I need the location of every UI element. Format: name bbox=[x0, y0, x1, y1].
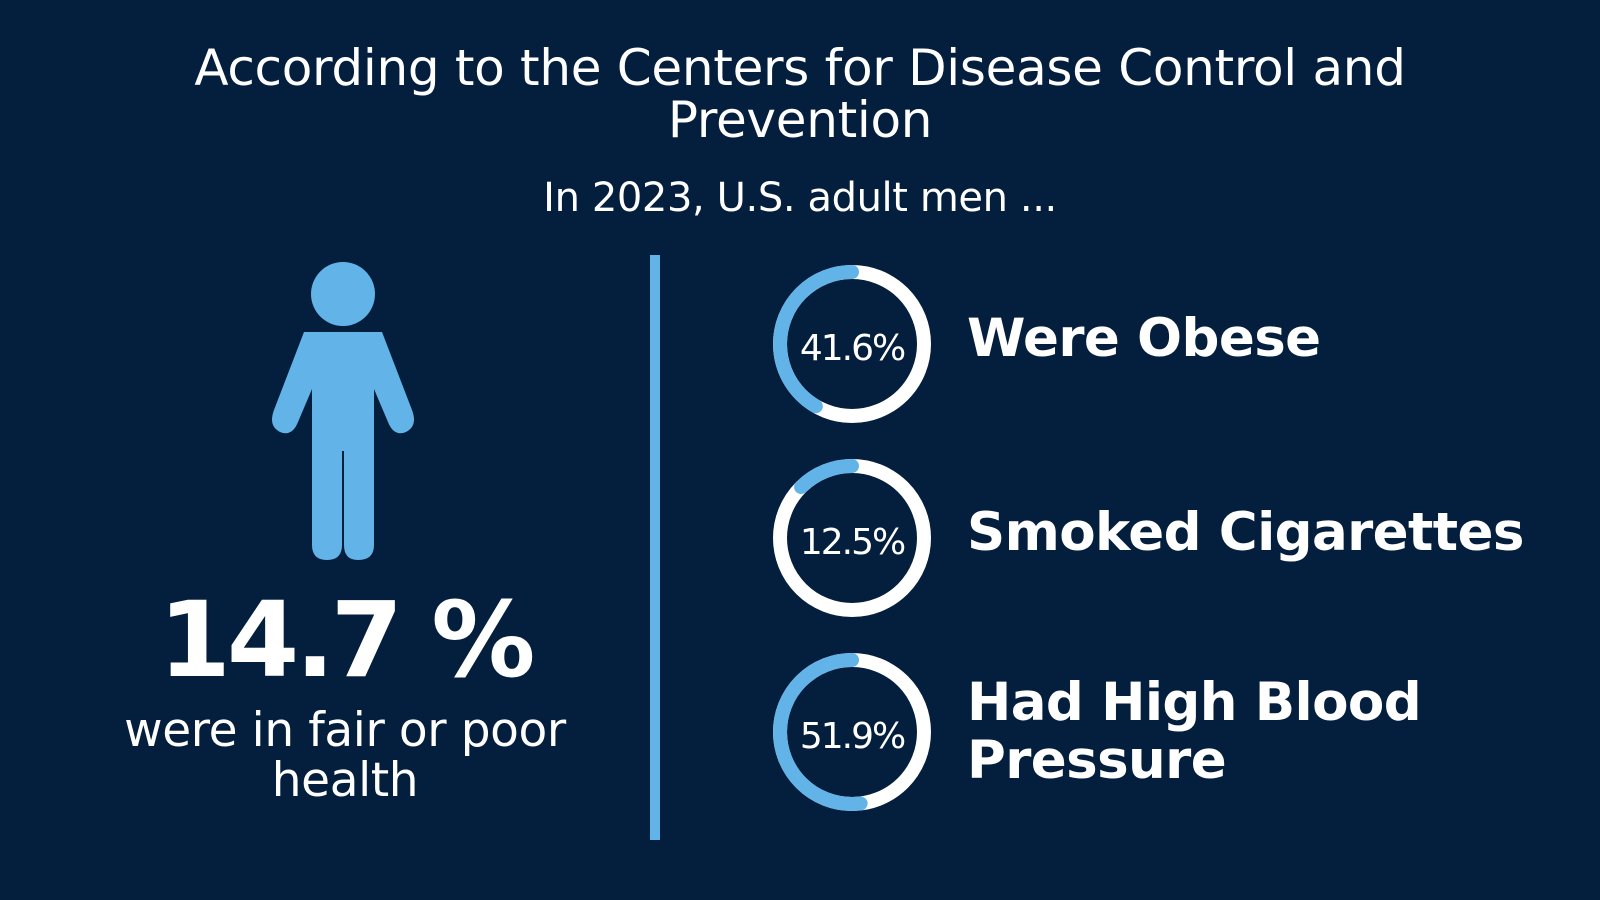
metric-row: 12.5% Smoked Cigarettes bbox=[770, 456, 1550, 621]
donut-chart: 12.5% bbox=[773, 459, 931, 617]
metric-label: Had High Blood Pressure bbox=[967, 672, 1422, 791]
fair-poor-health-caption: were in fair or poor health bbox=[124, 703, 566, 808]
chart-subtitle: In 2023, U.S. adult men ... bbox=[543, 175, 1057, 221]
metric-row: 51.9% Had High Blood Pressure bbox=[770, 650, 1550, 815]
donut-value-arc bbox=[773, 653, 931, 811]
donut-value-arc bbox=[773, 265, 931, 423]
vertical-divider bbox=[650, 255, 660, 840]
donut-chart: 41.6% bbox=[773, 265, 931, 423]
chart-title: According to the Centers for Disease Con… bbox=[194, 39, 1406, 149]
donut-value-label: 12.5% bbox=[800, 522, 905, 563]
metric-label: Were Obese bbox=[967, 308, 1321, 369]
metric-label: Smoked Cigarettes bbox=[967, 502, 1524, 563]
donut-value-label: 41.6% bbox=[800, 328, 905, 369]
fair-poor-health-percent: 14.7 % bbox=[158, 579, 535, 701]
donut-value-label: 51.9% bbox=[800, 716, 905, 757]
donut-value-arc bbox=[773, 459, 931, 617]
donut-chart: 51.9% bbox=[773, 653, 931, 811]
person-icon bbox=[272, 262, 414, 560]
metric-row: 41.6% Were Obese bbox=[770, 262, 1550, 427]
